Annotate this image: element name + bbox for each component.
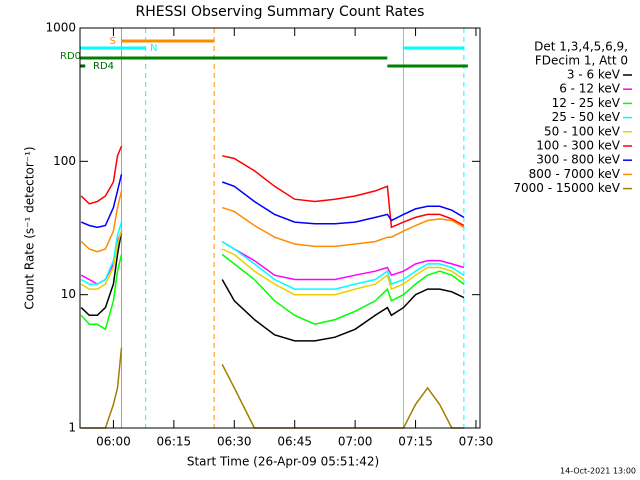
series-line	[80, 145, 465, 229]
status-label: N	[150, 43, 157, 54]
legend-label: 12 - 25 keV	[552, 96, 621, 110]
status-label: RD4	[93, 61, 114, 72]
y-tick-label: 100	[53, 154, 76, 168]
legend-label: 800 - 7000 keV	[529, 167, 621, 181]
series-line	[80, 253, 465, 331]
legend-label: 7000 - 15000 keV	[513, 181, 620, 195]
x-tick-label: 06:15	[157, 435, 192, 449]
x-tick-label: 07:15	[398, 435, 433, 449]
x-tick-label: 07:00	[338, 435, 373, 449]
legend-label: 100 - 300 keV	[536, 139, 620, 153]
x-axis-label: Start Time (26-Apr-09 05:51:42)	[187, 455, 379, 469]
x-tick-label: 06:30	[217, 435, 252, 449]
series-line	[80, 221, 465, 290]
legend-header: FDecim 1, Att 0	[535, 54, 628, 68]
series-line	[80, 230, 465, 296]
series-line	[80, 190, 465, 253]
series-line	[80, 174, 465, 229]
legend-label: 6 - 12 keV	[559, 82, 621, 96]
legend-label: 3 - 6 keV	[567, 68, 621, 82]
legend-label: 300 - 800 keV	[536, 153, 620, 167]
y-tick-label: 1000	[45, 21, 76, 35]
y-tick-label: 1	[68, 421, 76, 435]
plot-frame	[79, 27, 481, 429]
y-tick-label: 10	[61, 287, 76, 301]
footer: 14-Oct-2021 13:00	[560, 467, 636, 476]
legend-header: Det 1,3,4,5,6,9,	[534, 40, 628, 54]
x-tick-label: 06:45	[277, 435, 312, 449]
status-label: RD0	[60, 51, 81, 62]
chart-title: RHESSI Observing Summary Count Rates	[136, 4, 425, 20]
x-tick-label: 07:30	[459, 435, 494, 449]
y-axis-label: Count Rate (s⁻¹ detector⁻¹)	[23, 146, 37, 309]
legend-label: 25 - 50 keV	[552, 110, 621, 124]
x-tick-label: 06:00	[96, 435, 131, 449]
status-label: S	[109, 36, 115, 47]
series-line	[80, 230, 465, 342]
legend-label: 50 - 100 keV	[544, 124, 621, 138]
